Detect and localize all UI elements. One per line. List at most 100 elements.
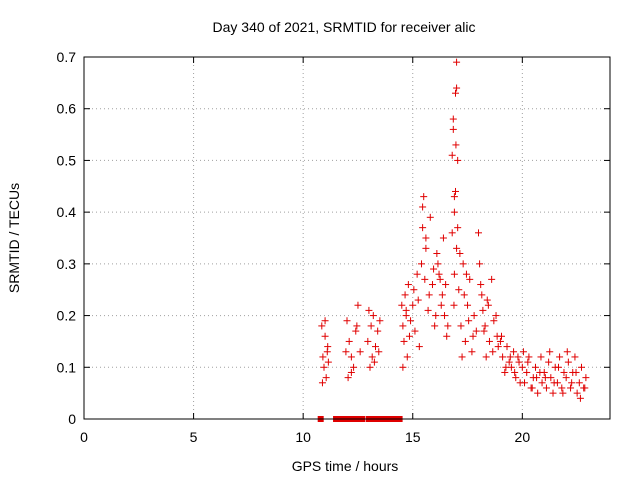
data-point: [542, 384, 550, 392]
data-point: [451, 89, 459, 97]
data-point: [496, 337, 504, 345]
data-point: [562, 374, 570, 382]
data-point: [460, 291, 468, 299]
data-point: [343, 317, 351, 325]
y-tick-label: 0.7: [57, 49, 77, 65]
y-tick-label: 0: [68, 411, 76, 427]
data-point: [560, 368, 568, 376]
data-point: [506, 353, 514, 361]
grid-layer: [84, 57, 610, 419]
data-point: [490, 317, 498, 325]
data-point: [534, 389, 542, 397]
data-point: [523, 368, 531, 376]
data-point: [418, 260, 426, 268]
data-point: [558, 384, 566, 392]
data-point: [514, 353, 522, 361]
data-point: [502, 363, 510, 371]
data-point: [399, 363, 407, 371]
data-point: [501, 368, 509, 376]
data-point: [578, 363, 586, 371]
y-tick-label: 0.5: [57, 152, 77, 168]
data-point: [436, 275, 444, 283]
y-tick-label: 0.4: [57, 204, 77, 220]
data-point: [450, 270, 458, 278]
data-point: [498, 332, 506, 340]
data-point: [320, 363, 328, 371]
data-point: [376, 317, 384, 325]
data-point: [402, 306, 410, 314]
data-point: [483, 296, 491, 304]
data-point: [525, 353, 533, 361]
data-point: [452, 141, 460, 149]
x-tick-label: 20: [515, 429, 531, 445]
y-tick-label: 0.3: [57, 256, 77, 272]
data-point: [505, 358, 513, 366]
data-point: [469, 332, 477, 340]
data-point: [462, 270, 470, 278]
data-point: [318, 379, 326, 387]
data-point: [531, 363, 539, 371]
data-point: [457, 322, 465, 330]
data-point: [518, 363, 526, 371]
data-point: [564, 358, 572, 366]
plot-frame: [83, 56, 611, 420]
data-point: [524, 358, 532, 366]
data-point: [421, 275, 429, 283]
data-point: [422, 244, 430, 252]
data-point: [454, 224, 462, 232]
data-point: [581, 384, 589, 392]
data-point: [563, 348, 571, 356]
data-point: [515, 358, 523, 366]
data-point: [528, 384, 536, 392]
data-point: [449, 125, 457, 133]
data-point: [366, 363, 374, 371]
data-point: [477, 281, 485, 289]
data-point: [479, 306, 487, 314]
data-point: [371, 343, 379, 351]
data-point: [344, 374, 352, 382]
data-point: [450, 301, 458, 309]
data-point: [404, 281, 412, 289]
data-point: [461, 337, 469, 345]
chart-title: Day 340 of 2021, SRMTID for receiver ali…: [213, 19, 476, 35]
data-point: [478, 291, 486, 299]
data-point: [321, 317, 329, 325]
data-point: [451, 187, 459, 195]
data-point: [354, 301, 362, 309]
data-point: [367, 322, 375, 330]
data-point: [456, 250, 464, 258]
data-point: [369, 312, 377, 320]
data-point: [510, 348, 518, 356]
data-point: [475, 229, 482, 237]
data-point: [433, 250, 441, 258]
data-point: [546, 348, 554, 356]
data-point: [353, 322, 361, 330]
y-tick-label: 0.2: [57, 308, 77, 324]
data-point: [443, 332, 451, 340]
data-point: [545, 358, 553, 366]
x-tick-label: 15: [405, 429, 421, 445]
data-point: [441, 312, 449, 320]
data-point: [410, 286, 418, 294]
data-point: [576, 394, 584, 402]
data-point: [432, 312, 440, 320]
data-point: [582, 374, 590, 382]
data-point: [458, 353, 466, 361]
data-point: [405, 332, 413, 340]
data-point: [347, 353, 355, 361]
data-point: [370, 358, 378, 366]
data-point: [573, 389, 581, 397]
data-point: [571, 353, 579, 361]
data-point: [485, 337, 493, 345]
data-point: [399, 322, 407, 330]
data-point: [554, 363, 562, 371]
data-point: [540, 368, 548, 376]
data-point: [420, 193, 428, 201]
data-point: [425, 291, 433, 299]
data-point: [426, 213, 434, 221]
data-point: [511, 368, 519, 376]
data-point: [484, 301, 492, 309]
data-point: [364, 337, 372, 345]
data-point: [375, 348, 383, 356]
